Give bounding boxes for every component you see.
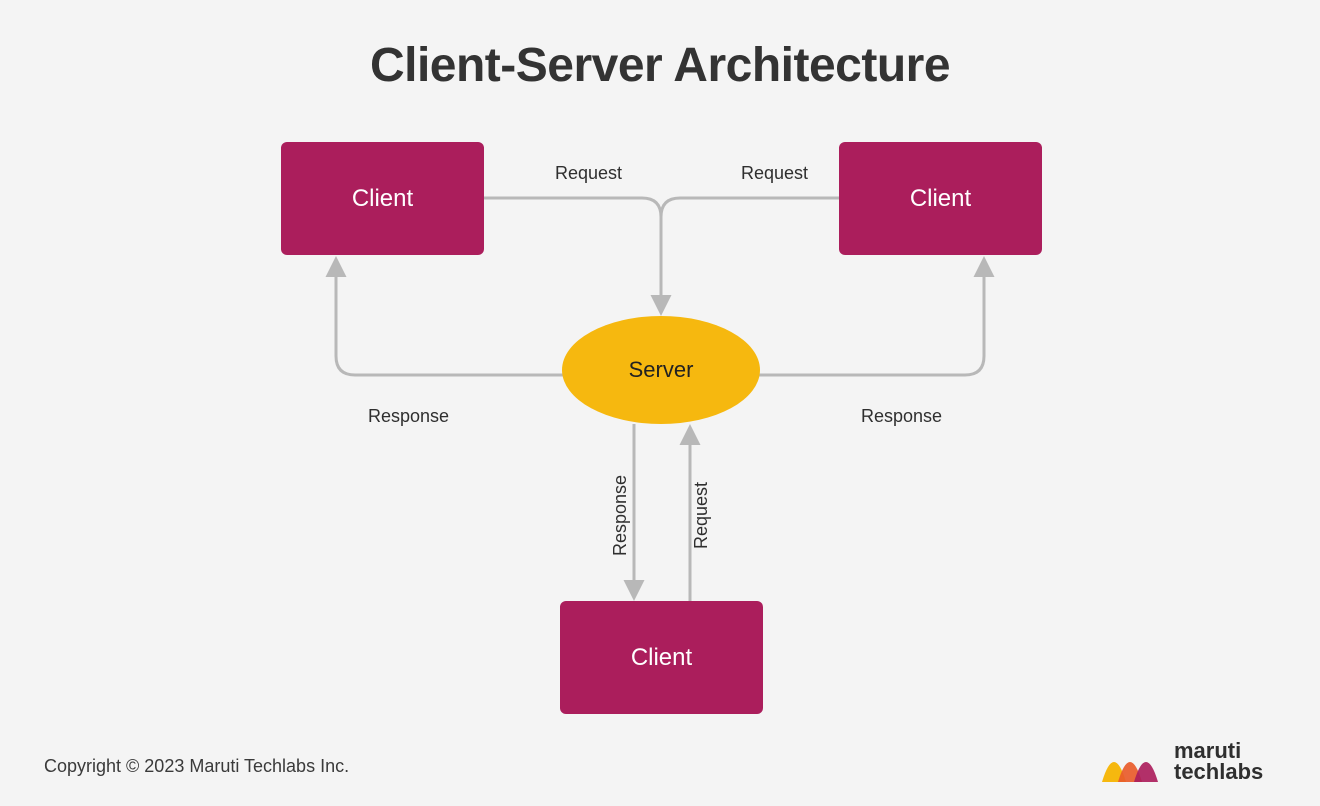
- edge-label-response-bottom: Response: [610, 475, 631, 556]
- node-label: Server: [629, 357, 694, 383]
- edge-label-response-right: Response: [861, 406, 942, 427]
- edge-label-request-bottom: Request: [691, 482, 712, 549]
- node-server: Server: [562, 316, 760, 424]
- brand-logo-icon: [1100, 740, 1164, 784]
- node-label: Client: [631, 644, 692, 672]
- node-label: Client: [910, 185, 971, 213]
- brand-logo: maruti techlabs: [1100, 740, 1263, 784]
- node-client-top-left: Client: [281, 142, 484, 255]
- brand-logo-line2: techlabs: [1174, 762, 1263, 783]
- edge-label-request-top-right: Request: [741, 163, 808, 184]
- diagram-title: Client-Server Architecture: [0, 38, 1320, 93]
- edge-label-request-top-left: Request: [555, 163, 622, 184]
- copyright-text: Copyright © 2023 Maruti Techlabs Inc.: [44, 756, 349, 777]
- node-client-top-right: Client: [839, 142, 1042, 255]
- node-client-bottom: Client: [560, 601, 763, 714]
- brand-logo-text: maruti techlabs: [1174, 741, 1263, 783]
- edge-label-response-left: Response: [368, 406, 449, 427]
- node-label: Client: [352, 185, 413, 213]
